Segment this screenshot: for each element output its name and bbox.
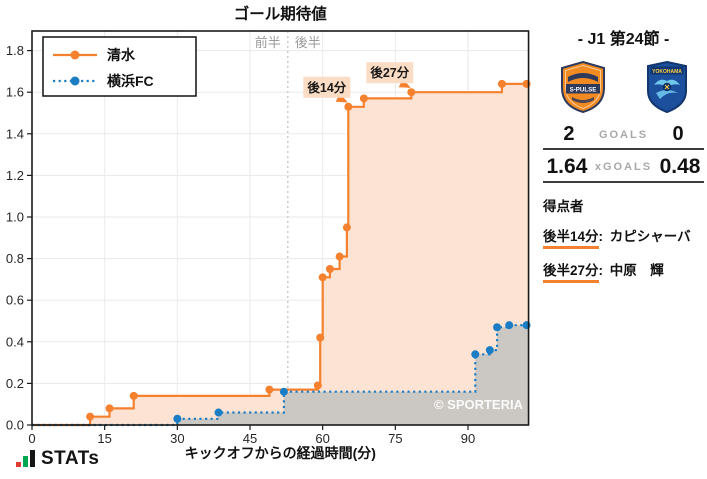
match-round-title: - J1 第24節 -	[577, 31, 670, 48]
stats-brand-logo: STATs	[16, 448, 100, 469]
svg-text:0.4: 0.4	[6, 334, 24, 349]
away-goals: 0	[672, 123, 684, 145]
scorers-heading: 得点者	[543, 199, 584, 214]
yokohama-logo-text: YOKOHAMA	[652, 69, 682, 75]
svg-text:1.2: 1.2	[6, 168, 24, 183]
scorer-time: 後半27分	[543, 259, 599, 283]
scorer-name: カピシャーバ	[609, 229, 691, 244]
xg-chart: © SPORTERIA 前半 後半後14分 後27分 清水横浜FC 0.0 0.2 0.4 0.…	[6, 4, 531, 461]
away-team-logo-yokohama-fc: YOKOHAMA	[646, 61, 687, 113]
bar-chart-icon	[16, 450, 35, 467]
svg-text:1.4: 1.4	[6, 126, 24, 141]
svg-text:後27分: 後27分	[370, 65, 409, 80]
away-xgoals: 0.48	[659, 155, 701, 178]
svg-text:45: 45	[243, 431, 257, 446]
xgoals-label: xGOALS	[594, 161, 653, 173]
goals-label: GOALS	[598, 128, 649, 141]
svg-text:1.6: 1.6	[6, 85, 24, 100]
brand-text: STATs	[41, 448, 100, 469]
svg-text:後半: 後半	[295, 35, 321, 50]
svg-text:0.0: 0.0	[6, 418, 24, 433]
svg-text:1.0: 1.0	[6, 210, 24, 225]
svg-text:清水: 清水	[107, 47, 136, 63]
svg-text:0.6: 0.6	[6, 293, 24, 308]
svg-text:後14分: 後14分	[307, 80, 346, 95]
svg-text:キックオフからの経過時間(分): キックオフからの経過時間(分)	[185, 445, 376, 461]
svg-text:30: 30	[170, 431, 184, 446]
svg-text:0: 0	[28, 431, 35, 446]
svg-text:0.2: 0.2	[6, 376, 24, 391]
svg-text:前半: 前半	[255, 35, 281, 50]
scorer-name: 中原 輝	[609, 263, 664, 278]
team-logos: S-PULSE YOKOHAMA	[540, 61, 707, 115]
scorers-section: 得点者 後半14分: カピシャーバ 後半27分: 中原 輝	[543, 195, 704, 283]
xgoals-row: 1.64 xGOALS 0.48	[543, 155, 704, 183]
scorer-row: 後半27分: 中原 輝	[543, 259, 704, 283]
svg-text:0.8: 0.8	[6, 251, 24, 266]
svg-text:© SPORTERIA: © SPORTERIA	[434, 397, 524, 412]
s-pulse-crest-wing	[567, 73, 598, 82]
svg-text:横浜FC: 横浜FC	[107, 73, 154, 89]
svg-text:90: 90	[461, 431, 475, 446]
home-goals: 2	[563, 123, 575, 145]
home-team-logo-s-pulse: S-PULSE	[560, 61, 605, 113]
s-pulse-logo-text: S-PULSE	[569, 87, 596, 94]
scorer-row: 後半14分: カピシャーバ	[543, 225, 704, 249]
svg-text:60: 60	[315, 431, 329, 446]
svg-text:75: 75	[388, 431, 402, 446]
home-xgoals: 1.64	[546, 155, 588, 178]
svg-text:ゴール期待値: ゴール期待値	[234, 4, 328, 23]
svg-text:1.8: 1.8	[6, 43, 24, 58]
match-info-panel: - J1 第24節 - S-PULSE YOKOHAMA 2 GOALS 0 1…	[540, 0, 707, 479]
goals-row: 2 GOALS 0	[543, 123, 704, 150]
svg-text:15: 15	[97, 431, 111, 446]
scorer-time: 後半14分	[543, 225, 599, 249]
